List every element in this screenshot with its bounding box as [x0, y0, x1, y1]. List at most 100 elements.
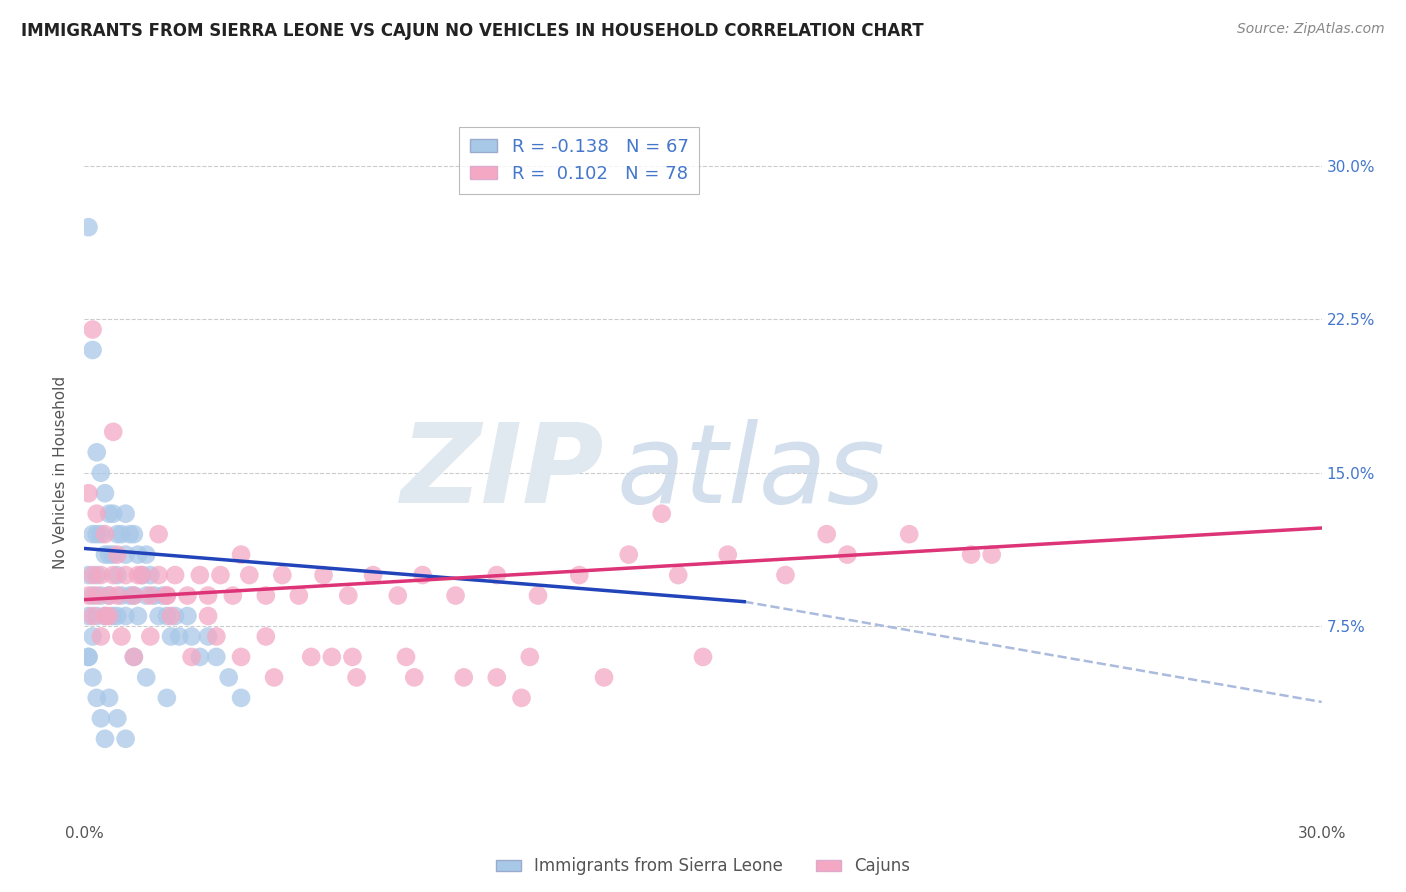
Point: [197, 589, 219, 603]
Point: [82, 343, 104, 357]
Point: [143, 589, 166, 603]
Point: [342, 649, 364, 664]
Point: [180, 649, 202, 664]
Point: [105, 568, 128, 582]
Point: [139, 630, 162, 644]
Point: [617, 548, 640, 562]
Point: [105, 527, 128, 541]
Point: [77, 649, 100, 664]
Point: [412, 568, 434, 582]
Point: [167, 630, 190, 644]
Point: [519, 649, 541, 664]
Text: atlas: atlas: [616, 419, 884, 526]
Text: ZIP: ZIP: [401, 419, 605, 526]
Point: [98, 690, 121, 705]
Point: [94, 548, 117, 562]
Point: [156, 609, 179, 624]
Point: [90, 568, 112, 582]
Point: [94, 527, 117, 541]
Point: [103, 507, 125, 521]
Point: [114, 609, 136, 624]
Point: [180, 630, 202, 644]
Point: [238, 568, 260, 582]
Point: [122, 527, 145, 541]
Point: [361, 568, 384, 582]
Point: [105, 548, 128, 562]
Point: [90, 527, 112, 541]
Point: [692, 649, 714, 664]
Point: [86, 445, 108, 459]
Point: [77, 220, 100, 235]
Point: [666, 568, 689, 582]
Point: [105, 711, 128, 725]
Point: [86, 568, 108, 582]
Point: [135, 670, 157, 684]
Point: [122, 649, 145, 664]
Point: [156, 690, 179, 705]
Point: [980, 548, 1002, 562]
Point: [114, 548, 136, 562]
Point: [86, 690, 108, 705]
Point: [105, 609, 128, 624]
Point: [387, 589, 409, 603]
Point: [114, 568, 136, 582]
Point: [898, 527, 921, 541]
Point: [188, 649, 211, 664]
Point: [94, 609, 117, 624]
Y-axis label: No Vehicles in Household: No Vehicles in Household: [53, 376, 69, 569]
Point: [453, 670, 475, 684]
Text: Source: ZipAtlas.com: Source: ZipAtlas.com: [1237, 22, 1385, 37]
Point: [218, 670, 240, 684]
Point: [90, 630, 112, 644]
Point: [271, 568, 294, 582]
Point: [86, 527, 108, 541]
Point: [122, 589, 145, 603]
Point: [176, 609, 198, 624]
Point: [165, 568, 187, 582]
Point: [205, 649, 228, 664]
Point: [717, 548, 740, 562]
Point: [299, 649, 322, 664]
Point: [103, 425, 125, 439]
Point: [485, 568, 508, 582]
Point: [510, 690, 533, 705]
Point: [110, 527, 132, 541]
Point: [77, 609, 100, 624]
Point: [103, 568, 125, 582]
Point: [160, 630, 183, 644]
Point: [98, 589, 121, 603]
Point: [82, 568, 104, 582]
Point: [160, 609, 183, 624]
Point: [114, 731, 136, 746]
Point: [139, 589, 162, 603]
Point: [139, 568, 162, 582]
Point: [77, 486, 100, 500]
Point: [105, 589, 128, 603]
Point: [77, 568, 100, 582]
Point: [815, 527, 838, 541]
Point: [156, 589, 179, 603]
Point: [312, 568, 335, 582]
Point: [960, 548, 983, 562]
Point: [98, 609, 121, 624]
Point: [118, 589, 141, 603]
Point: [82, 609, 104, 624]
Point: [209, 568, 232, 582]
Point: [222, 589, 245, 603]
Point: [86, 589, 108, 603]
Point: [103, 548, 125, 562]
Point: [837, 548, 859, 562]
Point: [346, 670, 368, 684]
Point: [118, 527, 141, 541]
Point: [94, 609, 117, 624]
Point: [82, 630, 104, 644]
Point: [444, 589, 467, 603]
Point: [98, 507, 121, 521]
Point: [82, 322, 104, 336]
Point: [148, 568, 170, 582]
Point: [651, 507, 673, 521]
Point: [114, 507, 136, 521]
Point: [127, 568, 149, 582]
Point: [90, 711, 112, 725]
Point: [148, 609, 170, 624]
